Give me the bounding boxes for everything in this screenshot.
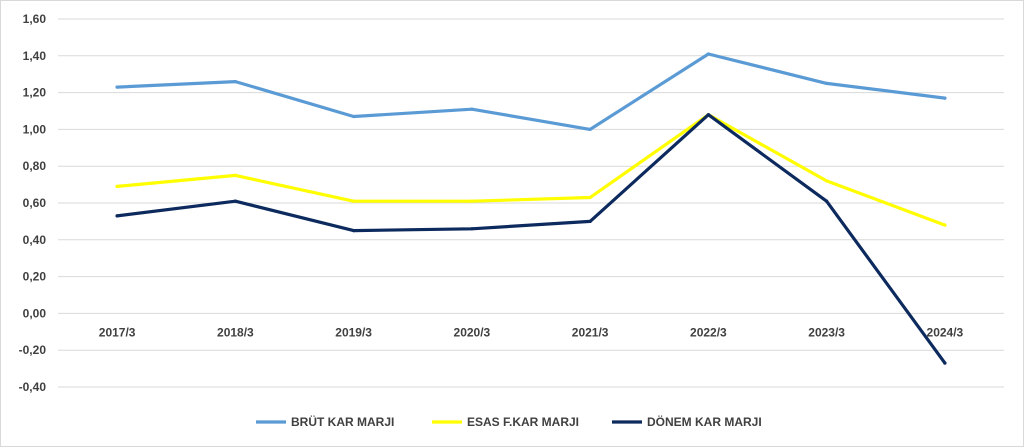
y-tick-label: -0,20 — [19, 343, 47, 357]
legend-label: BRÜT KAR MARJI — [291, 414, 394, 429]
data-point — [588, 195, 592, 200]
data-point — [115, 85, 119, 89]
y-tick-label: 0,20 — [23, 270, 47, 284]
x-tick-label: 2018/3 — [217, 325, 254, 339]
data-point — [470, 107, 474, 111]
data-point — [825, 179, 829, 183]
legend: BRÜT KAR MARJI ESAS F.KAR MARJI DÖNEM KAR … — [256, 414, 762, 429]
y-tick-label: 0,40 — [23, 233, 47, 247]
x-tick-label: 2021/3 — [572, 325, 609, 339]
data-point — [233, 199, 237, 203]
data-point — [470, 199, 474, 203]
series-line-3 — [115, 113, 947, 365]
data-point — [352, 229, 356, 233]
data-point — [943, 223, 947, 227]
y-tick-label: 1,60 — [23, 12, 47, 26]
legend-item: DÖNEM KAR MARJI — [612, 414, 762, 429]
x-tick-label: 2017/3 — [99, 325, 136, 339]
data-point — [352, 199, 356, 203]
data-point — [588, 127, 592, 131]
legend-item: ESAS F.KAR MARJI — [432, 415, 579, 429]
data-point — [352, 114, 356, 119]
data-point — [943, 96, 947, 100]
x-tick-label: 2023/3 — [808, 325, 845, 339]
y-tick-label: 0,80 — [23, 159, 47, 173]
y-tick-label: 1,20 — [23, 86, 47, 100]
gridlines — [58, 18, 1004, 388]
x-tick-label: 2020/3 — [454, 325, 491, 339]
x-tick-label: 2019/3 — [335, 325, 372, 339]
data-point — [706, 113, 710, 117]
data-point — [115, 214, 119, 218]
x-tick-label: 2024/3 — [927, 325, 964, 339]
y-tick-label: -0,40 — [19, 380, 47, 394]
x-tick-label: 2022/3 — [690, 325, 727, 339]
data-point — [825, 81, 829, 85]
data-point — [706, 52, 710, 56]
series-line-2 — [115, 113, 947, 227]
data-point — [943, 361, 947, 365]
x-axis: 2017/3 2018/3 2019/3 2020/3 2021/3 2022/3 2023… — [99, 325, 964, 339]
data-point — [233, 173, 237, 177]
y-tick-label: 0,60 — [23, 196, 47, 210]
legend-label: DÖNEM KAR MARJI — [647, 414, 762, 429]
legend-label: ESAS F.KAR MARJI — [467, 415, 579, 429]
y-tick-label: 0,00 — [23, 306, 47, 320]
legend-item: BRÜT KAR MARJI — [256, 414, 394, 429]
y-axis: -0,40 -0,20 0,00 0,20 0,40 0,60 0,80 1,00 1,20 1,… — [19, 12, 47, 394]
y-tick-label: 1,40 — [23, 49, 47, 63]
data-point — [233, 79, 237, 84]
series-line-1 — [115, 52, 947, 131]
data-point — [825, 199, 829, 203]
y-tick-label: 1,00 — [23, 122, 47, 136]
data-point — [588, 219, 592, 223]
series-lines — [115, 52, 947, 365]
data-point — [115, 184, 119, 189]
data-point — [470, 227, 474, 231]
